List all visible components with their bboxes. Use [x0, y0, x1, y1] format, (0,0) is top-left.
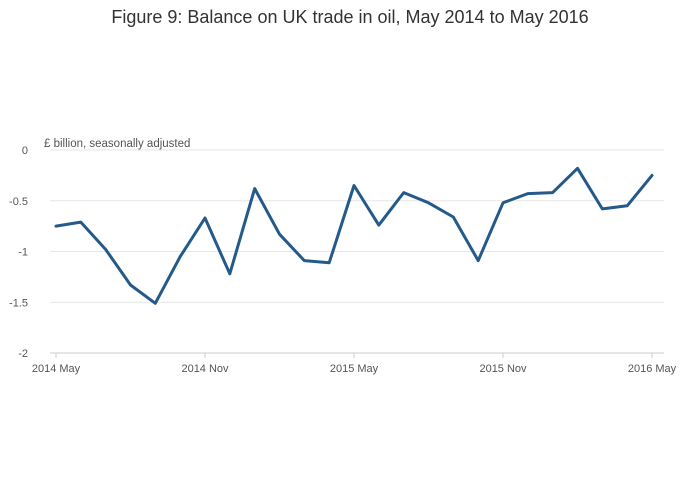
data-point[interactable] — [200, 213, 210, 223]
data-point[interactable] — [548, 188, 558, 198]
data-point[interactable] — [175, 252, 185, 262]
chart-title: Figure 9: Balance on UK trade in oil, Ma… — [111, 7, 588, 27]
data-point[interactable] — [448, 212, 458, 222]
y-tick-label: -1 — [18, 247, 28, 259]
y-tick-label: -1.5 — [9, 297, 28, 309]
data-point[interactable] — [647, 170, 657, 180]
series-layer — [51, 163, 657, 308]
data-point[interactable] — [150, 298, 160, 308]
data-point[interactable] — [622, 201, 632, 211]
data-point[interactable] — [101, 244, 111, 254]
data-point[interactable] — [51, 221, 61, 231]
data-point[interactable] — [324, 258, 334, 268]
x-tick-label: 2016 May — [628, 363, 677, 375]
data-point[interactable] — [349, 181, 359, 191]
axes: 0 -0.5 -1 -1.5 -2 2014 May 2014 Nov 2015 May 201… — [9, 145, 677, 375]
y-tick-label: 0 — [22, 145, 28, 157]
x-tick-label: 2015 Nov — [479, 363, 527, 375]
y-tick-label: -0.5 — [9, 196, 28, 208]
data-point[interactable] — [399, 188, 409, 198]
data-point[interactable] — [597, 204, 607, 214]
data-point[interactable] — [299, 256, 309, 266]
series-line — [54, 166, 654, 305]
data-point[interactable] — [498, 198, 508, 208]
data-point[interactable] — [76, 217, 86, 227]
x-tick-label: 2014 Nov — [181, 363, 229, 375]
x-tick-label: 2014 May — [32, 363, 81, 375]
data-point[interactable] — [424, 198, 434, 208]
data-point[interactable] — [126, 280, 136, 290]
data-point[interactable] — [573, 163, 583, 173]
data-point[interactable] — [374, 220, 384, 230]
y-axis-label: £ billion, seasonally adjusted — [44, 138, 190, 150]
y-tick-label: -2 — [18, 348, 28, 360]
data-point[interactable] — [473, 256, 483, 266]
data-point[interactable] — [523, 189, 533, 199]
data-point[interactable] — [275, 229, 285, 239]
data-point[interactable] — [250, 184, 260, 194]
x-tick-label: 2015 May — [330, 363, 379, 375]
data-point[interactable] — [225, 269, 235, 279]
